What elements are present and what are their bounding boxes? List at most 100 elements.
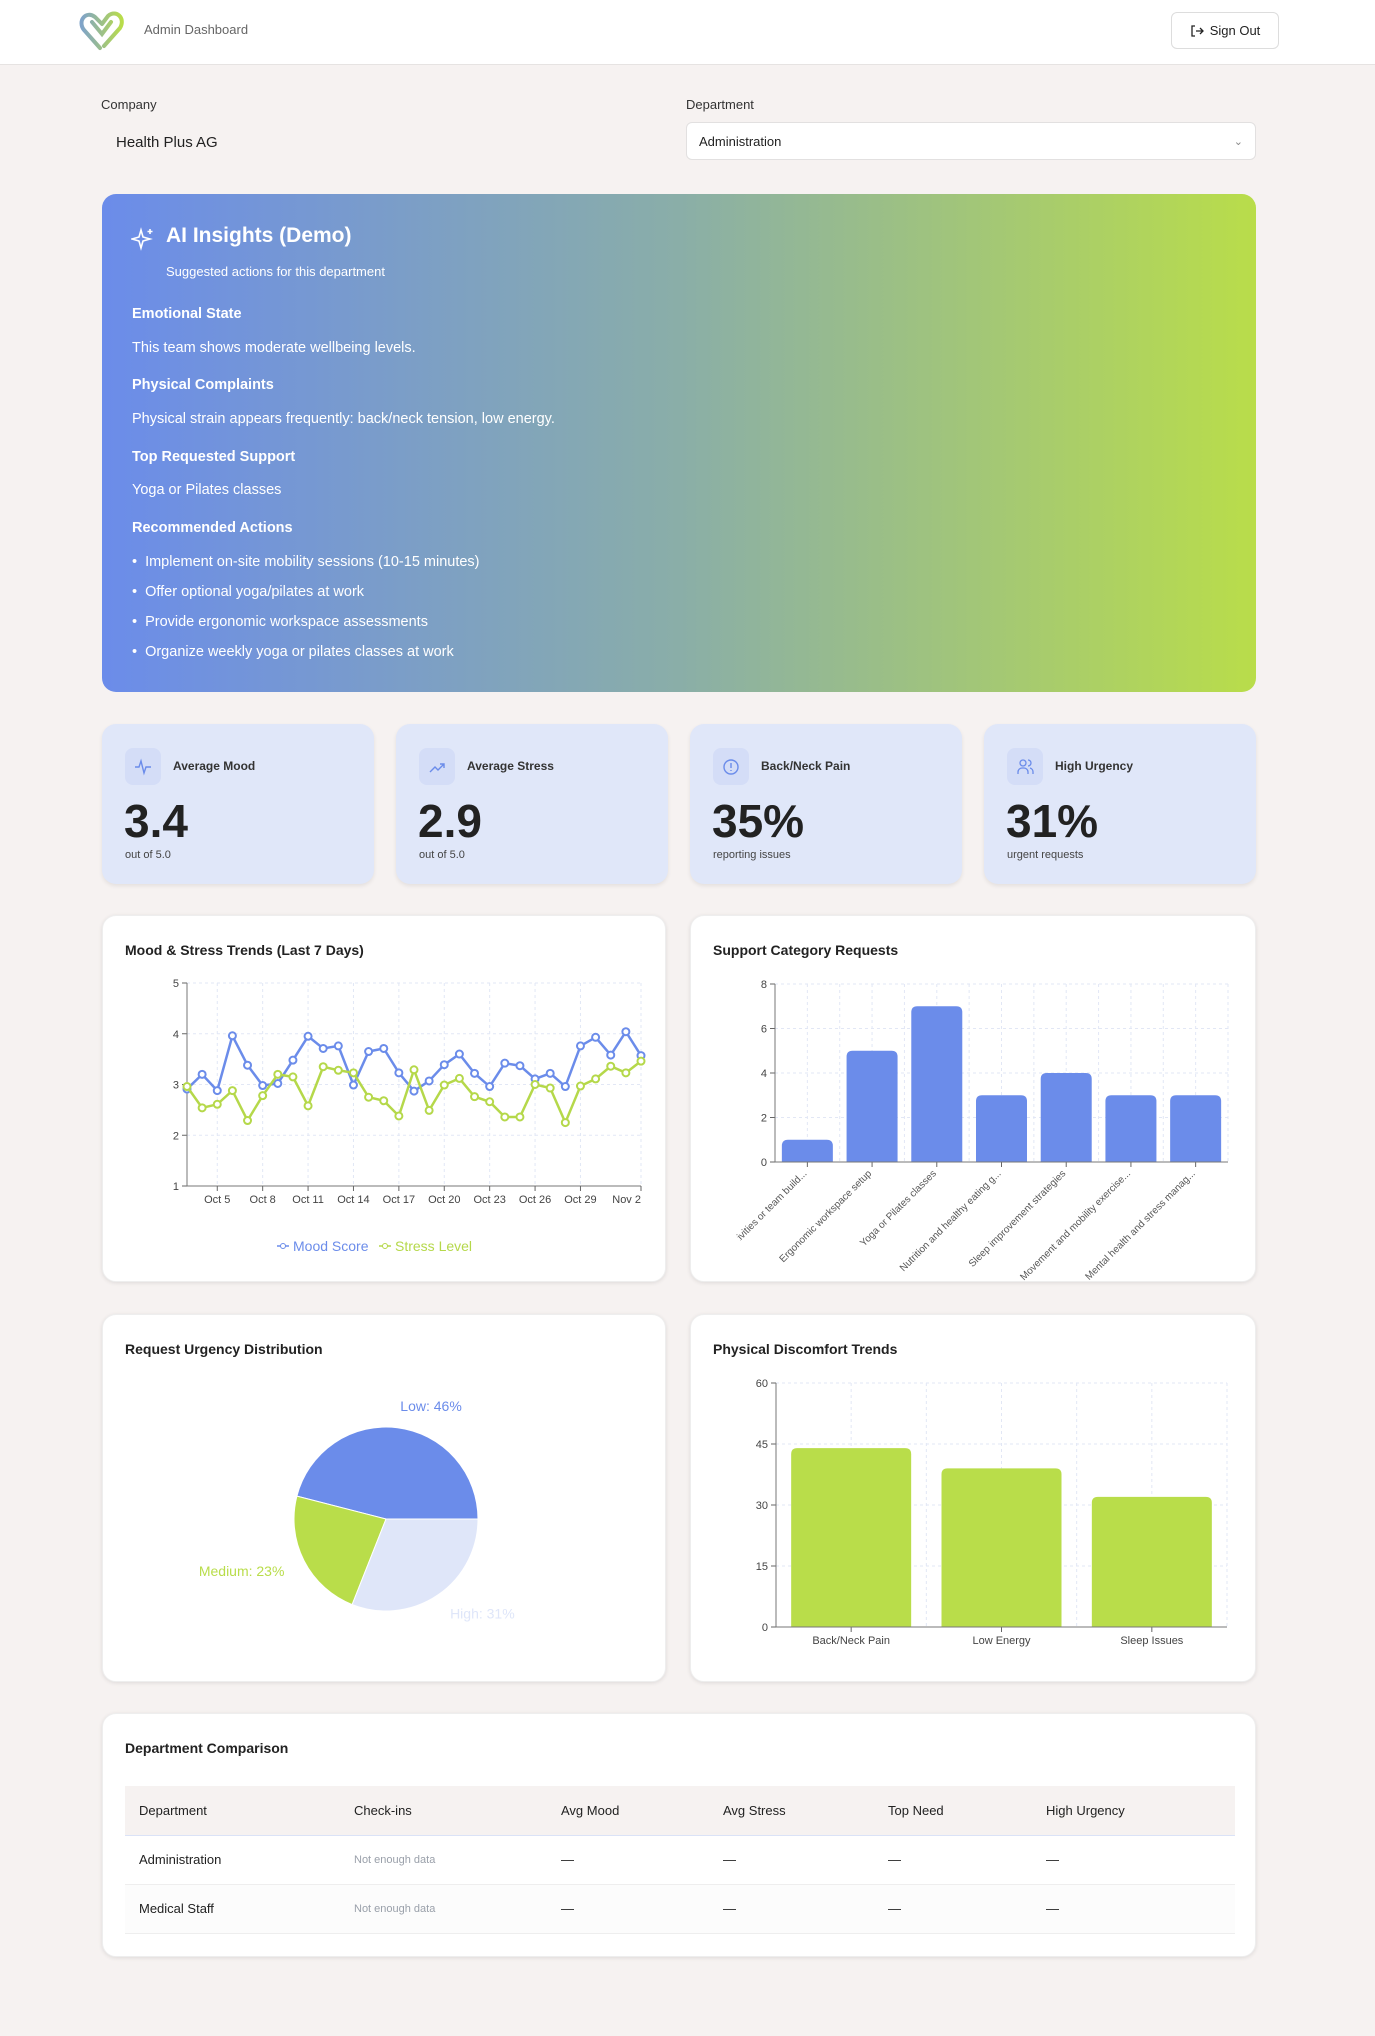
x-tick-label: Mental health and stress manag... — [1083, 1168, 1197, 1282]
data-point — [621, 1027, 631, 1037]
y-tick-label: 4 — [761, 1068, 767, 1080]
mood-stress-line-chart: 1 2 3 4 5 Oct 5 Oct 8 Oct 11 Oct 14 Oct 17 Oct 20 O… — [173, 978, 646, 1254]
x-tick-label: Movement and mobility exercise... — [1018, 1168, 1133, 1283]
sign-out-button[interactable]: Sign Out — [1171, 12, 1279, 49]
ai-subtitle: Suggested actions for this department — [166, 264, 385, 279]
log-out-icon — [1191, 24, 1204, 37]
data-point — [379, 1096, 389, 1106]
top-bar: Admin Dashboard Sign Out — [0, 0, 1375, 65]
support-heading: Top Requested Support — [132, 449, 296, 465]
data-point — [243, 1060, 253, 1070]
data-point — [364, 1092, 374, 1102]
chart-title: Physical Discomfort Trends — [713, 1341, 898, 1357]
legend-label: Mood Score — [293, 1238, 369, 1254]
cell-avg-mood: — — [547, 1884, 709, 1934]
x-tick-label: Oct 17 — [383, 1194, 415, 1206]
data-point — [303, 1101, 313, 1111]
data-point — [636, 1056, 646, 1066]
stat-label: Back/Neck Pain — [761, 759, 851, 773]
bar — [791, 1448, 912, 1627]
data-point — [485, 1082, 495, 1092]
company-value: Health Plus AG — [116, 134, 218, 151]
pie-label: Low: 46% — [400, 1398, 461, 1414]
data-point — [545, 1083, 555, 1093]
department-select[interactable]: Administration ⌄ — [686, 122, 1256, 160]
cell-high-urgency: — — [1032, 1835, 1235, 1885]
chart-title: Support Category Requests — [713, 942, 899, 958]
data-point — [258, 1091, 268, 1101]
ai-insights-panel: AI Insights (Demo) Suggested actions for… — [102, 194, 1256, 692]
data-point — [409, 1086, 419, 1096]
data-point — [485, 1097, 495, 1107]
data-point — [470, 1092, 480, 1102]
cell-department: Medical Staff — [125, 1884, 340, 1934]
x-tick-label: Oct 20 — [428, 1194, 460, 1206]
y-tick-label: 60 — [756, 1378, 768, 1390]
sign-out-label: Sign Out — [1209, 23, 1261, 38]
x-tick-label: Sleep Issues — [1120, 1635, 1183, 1647]
stat-value: 35% — [712, 795, 805, 847]
x-tick-label: Oct 23 — [473, 1194, 505, 1206]
x-tick-label: Low Energy — [972, 1635, 1031, 1647]
cell-checkins: Not enough data — [340, 1884, 547, 1934]
department-label: Department — [686, 97, 754, 112]
ai-title: AI Insights (Demo) — [166, 224, 352, 247]
data-point — [318, 1043, 328, 1053]
company-label: Company — [101, 97, 157, 112]
pie-slice-high — [351, 1518, 479, 1612]
column-header: Avg Stress — [709, 1786, 874, 1836]
cell-high-urgency: — — [1032, 1884, 1235, 1934]
data-point — [182, 1082, 192, 1092]
column-header: High Urgency — [1032, 1786, 1235, 1836]
chart-title: Mood & Stress Trends (Last 7 Days) — [125, 942, 364, 958]
pie-slice-low — [296, 1426, 479, 1520]
stat-value: 3.4 — [124, 795, 188, 847]
cell-checkins: Not enough data — [340, 1835, 547, 1885]
stat-subtext: urgent requests — [1007, 849, 1084, 861]
table-title: Department Comparison — [125, 1740, 289, 1756]
data-point — [515, 1061, 525, 1071]
stat-card-average-mood: Average Mood 3.4 out of 5.0 — [102, 724, 374, 884]
data-point — [394, 1068, 404, 1078]
cell-top-need: — — [874, 1835, 1032, 1885]
legend-marker-dot — [280, 1243, 286, 1249]
urgency-chart-card: Request Urgency Distribution Low: 46% Med… — [102, 1314, 666, 1682]
alert-circle-icon — [713, 748, 749, 785]
stat-card-high-urgency: High Urgency 31% urgent requests — [984, 724, 1256, 884]
data-point — [273, 1078, 283, 1088]
stat-card-average-stress: Average Stress 2.9 out of 5.0 — [396, 724, 668, 884]
column-header: Department — [125, 1786, 340, 1836]
table-row: Medical Staff Not enough data — — — — — [125, 1884, 1235, 1934]
y-tick-label: 30 — [756, 1500, 768, 1512]
data-point — [454, 1073, 464, 1083]
data-point — [348, 1068, 358, 1078]
data-point — [530, 1080, 540, 1089]
y-tick-label: 15 — [756, 1561, 768, 1573]
data-point — [591, 1074, 601, 1084]
physical-text: Physical strain appears frequently: back… — [132, 411, 555, 427]
y-tick-label: 3 — [173, 1080, 179, 1092]
data-point — [197, 1069, 207, 1079]
stat-label: High Urgency — [1055, 759, 1134, 773]
x-tick-label: Oct 29 — [564, 1194, 596, 1206]
column-header: Avg Mood — [547, 1786, 709, 1836]
physical-discomfort-chart-card: Physical Discomfort Trends 0 15 30 45 60 Back… — [690, 1314, 1256, 1682]
support-text: Yoga or Pilates classes — [132, 482, 282, 498]
data-point — [212, 1099, 222, 1109]
data-point — [333, 1065, 343, 1075]
stat-subtext: out of 5.0 — [125, 849, 171, 861]
data-point — [515, 1112, 525, 1122]
urgency-pie-chart: Low: 46% Medium: 23% High: 31% — [199, 1398, 515, 1621]
data-point — [606, 1061, 616, 1071]
action-item: Organize weekly yoga or pilates classes … — [132, 644, 454, 660]
y-tick-label: 4 — [173, 1029, 179, 1041]
chart-title: Request Urgency Distribution — [125, 1341, 323, 1357]
table-row: Administration Not enough data — — — — — [125, 1835, 1235, 1885]
action-item: Implement on-site mobility sessions (10-… — [132, 554, 479, 570]
data-point — [500, 1058, 510, 1068]
x-tick-label: Nov 2 — [612, 1194, 641, 1206]
app-title: Admin Dashboard — [144, 22, 249, 37]
data-point — [591, 1032, 601, 1042]
data-point — [500, 1112, 510, 1122]
mood-stress-chart-card: Mood & Stress Trends (Last 7 Days) 1 2 3 4 5… — [102, 915, 666, 1282]
